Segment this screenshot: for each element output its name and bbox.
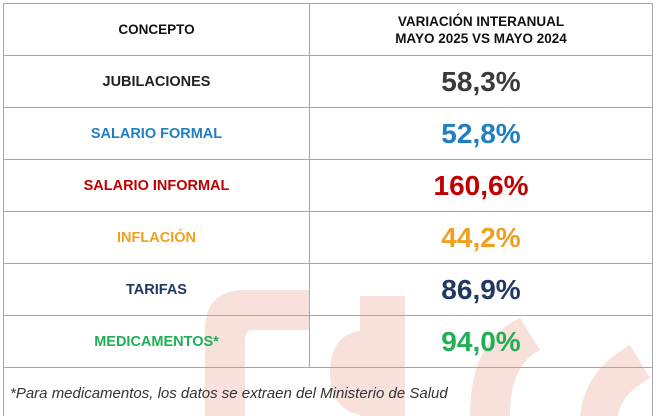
header-variation: VARIACIÓN INTERANUAL MAYO 2025 VS MAYO 2… bbox=[309, 3, 653, 56]
table-row: SALARIO FORMAL 52,8% bbox=[3, 107, 653, 160]
row-value: 58,3% bbox=[309, 55, 653, 108]
row-value: 86,9% bbox=[309, 263, 653, 316]
row-label: JUBILACIONES bbox=[3, 55, 310, 108]
header-variation-line2: MAYO 2025 VS MAYO 2024 bbox=[395, 30, 567, 46]
row-label: SALARIO FORMAL bbox=[3, 107, 310, 160]
header-variation-line1: VARIACIÓN INTERANUAL bbox=[397, 13, 565, 29]
table-row: TARIFAS 86,9% bbox=[3, 263, 653, 316]
header-row: CONCEPTO VARIACIÓN INTERANUAL MAYO 2025 … bbox=[3, 3, 653, 56]
table-row: JUBILACIONES 58,3% bbox=[3, 55, 653, 108]
row-label: INFLACIÓN bbox=[3, 211, 310, 264]
row-label: SALARIO INFORMAL bbox=[3, 159, 310, 212]
row-value: 160,6% bbox=[309, 159, 653, 212]
row-value: 44,2% bbox=[309, 211, 653, 264]
footnote-row: *Para medicamentos, los datos se extraen… bbox=[3, 367, 653, 416]
header-concept: CONCEPTO bbox=[3, 3, 310, 56]
row-label: TARIFAS bbox=[3, 263, 310, 316]
footnote: *Para medicamentos, los datos se extraen… bbox=[3, 367, 653, 416]
table-row: SALARIO INFORMAL 160,6% bbox=[3, 159, 653, 212]
table-row: MEDICAMENTOS* 94,0% bbox=[3, 315, 653, 368]
table-row: INFLACIÓN 44,2% bbox=[3, 211, 653, 264]
row-label: MEDICAMENTOS* bbox=[3, 315, 310, 368]
data-table: CONCEPTO VARIACIÓN INTERANUAL MAYO 2025 … bbox=[3, 3, 653, 416]
row-value: 94,0% bbox=[309, 315, 653, 368]
row-value: 52,8% bbox=[309, 107, 653, 160]
